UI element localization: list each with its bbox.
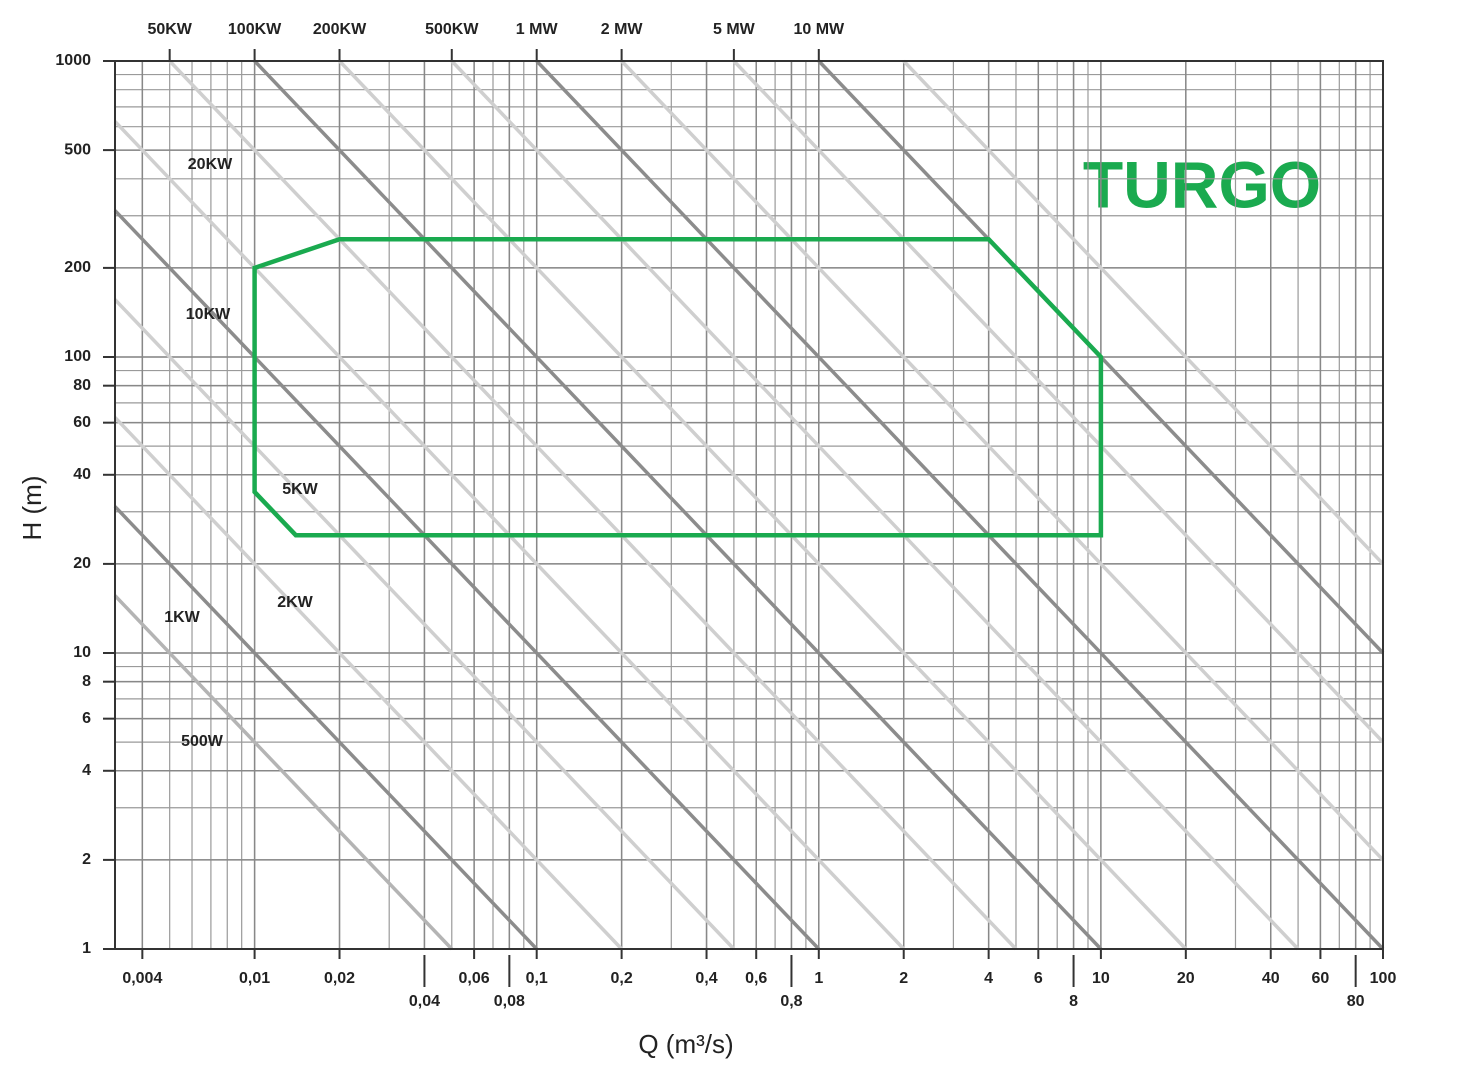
power-line xyxy=(113,209,821,951)
x-tick-label: 2 xyxy=(899,970,908,987)
power-line xyxy=(902,59,1385,566)
power-label: 500W xyxy=(181,733,224,750)
x-tick-label: 60 xyxy=(1312,970,1330,987)
x-tick-label: 0,06 xyxy=(459,970,490,987)
power-label: 20KW xyxy=(188,156,233,173)
power-label: 500KW xyxy=(425,21,479,38)
y-tick-label: 200 xyxy=(64,259,91,276)
power-label: 1 MW xyxy=(516,21,559,38)
power-line xyxy=(113,416,623,951)
y-tick-label: 80 xyxy=(73,377,91,394)
power-label: 5 MW xyxy=(713,21,756,38)
x-tick-label: 1 xyxy=(814,970,823,987)
x-tick-label: 10 xyxy=(1092,970,1110,987)
y-tick-label: 6 xyxy=(82,710,91,727)
power-label: 1KW xyxy=(164,609,200,626)
x-tick-label: 0,01 xyxy=(239,970,270,987)
power-label: 10 MW xyxy=(793,21,845,38)
x-tick-label: 6 xyxy=(1034,970,1043,987)
power-line xyxy=(535,59,1385,951)
y-tick-label: 4 xyxy=(82,762,91,779)
x-tick-label: 0,02 xyxy=(324,970,355,987)
power-label: 5KW xyxy=(282,481,318,498)
y-tick-label: 1000 xyxy=(55,52,91,69)
y-tick-label: 10 xyxy=(73,644,91,661)
power-label: 2KW xyxy=(277,594,313,611)
power-label: 10KW xyxy=(186,306,231,323)
y-tick-label: 500 xyxy=(64,141,91,158)
power-line xyxy=(113,505,538,951)
x-tick-label: 80 xyxy=(1347,993,1365,1010)
chart-title: TURGO xyxy=(1083,147,1321,221)
turgo-region xyxy=(252,236,1104,538)
x-tick-label: 0,1 xyxy=(526,970,548,987)
x-tick-label: 0,6 xyxy=(745,970,767,987)
x-tick-label: 0,08 xyxy=(494,993,525,1010)
power-label: 100KW xyxy=(228,21,282,38)
y-tick-label: 8 xyxy=(82,673,91,690)
x-tick-label: 100 xyxy=(1370,970,1397,987)
power-line xyxy=(113,298,736,951)
x-axis-title: Q (m³/s) xyxy=(638,1029,733,1059)
x-tick-label: 8 xyxy=(1069,993,1078,1010)
power-line xyxy=(113,594,454,951)
x-tick-label: 0,004 xyxy=(122,970,162,987)
x-tick-label: 4 xyxy=(984,970,993,987)
x-tick-label: 0,8 xyxy=(780,993,802,1010)
power-line xyxy=(338,59,1188,951)
power-line xyxy=(168,59,1018,951)
y-tick-label: 20 xyxy=(73,555,91,572)
x-tick-label: 0,2 xyxy=(610,970,632,987)
plot-frame xyxy=(114,60,1384,950)
y-tick-label: 60 xyxy=(73,414,91,431)
x-tick-label: 40 xyxy=(1262,970,1280,987)
x-tick-label: 0,04 xyxy=(409,993,440,1010)
y-tick-label: 2 xyxy=(82,851,91,868)
y-tick-label: 100 xyxy=(64,348,91,365)
x-tick-label: 0,4 xyxy=(695,970,717,987)
x-tick-label: 20 xyxy=(1177,970,1195,987)
power-line xyxy=(253,59,1103,951)
power-line xyxy=(620,59,1385,862)
power-label: 2 MW xyxy=(601,21,644,38)
y-axis-title: H (m) xyxy=(17,476,47,541)
power-line xyxy=(732,59,1385,744)
y-tick-label: 1 xyxy=(82,940,91,957)
power-label: 50KW xyxy=(147,21,192,38)
power-line xyxy=(450,59,1300,951)
y-tick-label: 40 xyxy=(73,466,91,483)
power-label: 200KW xyxy=(313,21,367,38)
